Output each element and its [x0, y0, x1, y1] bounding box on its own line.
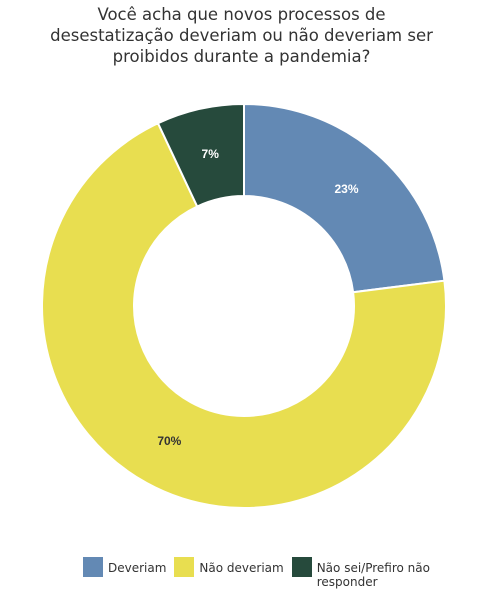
data-label: 23% [334, 182, 358, 196]
legend-swatch [83, 557, 103, 577]
chart-title: Você acha que novos processos de desesta… [50, 5, 433, 66]
legend: Deveriam Não deveriam Não sei/Prefiro não … [83, 557, 440, 589]
legend-swatch [174, 557, 195, 577]
data-label: 70% [157, 434, 181, 448]
legend-label: Não deveriam [199, 561, 284, 575]
legend-item: Não deveriam [174, 557, 284, 577]
legend-label: Não sei/Prefiro não responder [316, 561, 430, 589]
legend-swatch [291, 557, 312, 577]
donut-slice [243, 102, 446, 294]
donut-slice [41, 121, 447, 509]
data-label: 7% [202, 147, 220, 161]
legend-item: Deveriam [83, 557, 166, 577]
legend-label: Deveriam [108, 561, 167, 575]
chart: 23% 70% 7% [41, 102, 447, 509]
donut-slice [156, 102, 245, 208]
legend-item: Não sei/Prefiro não responder [291, 557, 432, 589]
